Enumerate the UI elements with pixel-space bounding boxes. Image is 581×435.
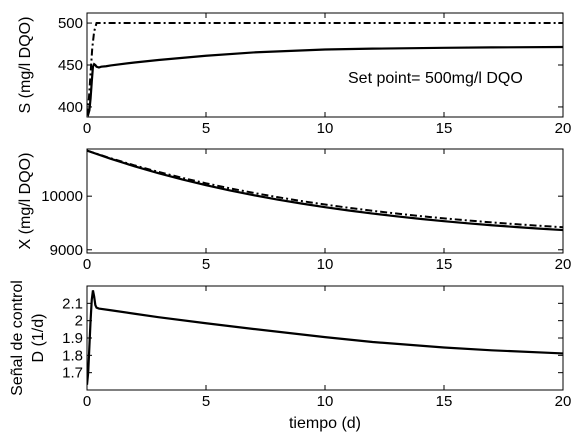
panel-d-ylabel: Señal de control: [9, 280, 26, 396]
panel-x-series-dashdot: [87, 149, 563, 229]
panel-d-xtick-label: 0: [83, 393, 91, 410]
panel-s-series-solid: [87, 45, 563, 117]
panel-d-ytick-label: 1.7: [62, 365, 83, 382]
panel-x-xtick-label: 5: [202, 256, 210, 273]
panel-d-ytick-label: 1.8: [62, 347, 83, 364]
panel-d-ytick-label: 1.9: [62, 330, 83, 347]
panel-x-ytick-label: 10000: [41, 188, 83, 205]
panel-d-xtick-label: 10: [317, 393, 334, 410]
panel-d: 0 5 10 15 20 1.71.81.922.1 Señal de control D…: [9, 280, 571, 432]
panel-s-ylabel: S (mg/l DQO): [17, 17, 34, 114]
panel-d-ylabel-units: D (1/d): [30, 314, 47, 363]
panel-s-xtick-label: 5: [202, 120, 210, 137]
panel-x-marks: 0 5 10 15 20 9000 10000: [41, 149, 571, 273]
panel-x-series-solid: [87, 149, 563, 232]
panel-s-ytick-label: 400: [58, 99, 83, 116]
panel-s: 0 5 10 15 20 400 450 500 S (mg/l DQO) Set point…: [17, 12, 571, 137]
panel-x-xtick-label: 20: [555, 256, 572, 273]
panel-x-ytick-label: 9000: [50, 242, 83, 259]
panel-d-xtick-label: 15: [436, 393, 453, 410]
panel-d-xtick-label: 20: [555, 393, 572, 410]
panel-x: 0 5 10 15 20 9000 10000 X (mg/l DQO): [17, 148, 571, 273]
panel-s-xtick-label: 20: [555, 120, 572, 137]
panel-d-marks: 0 5 10 15 20 1.71.81.922.1: [62, 286, 571, 410]
panel-d-xlabel: tiempo (d): [289, 415, 361, 432]
panel-x-frame: [86, 148, 564, 254]
panel-d-ytick-label: 2.1: [62, 295, 83, 312]
panel-s-ytick-label: 500: [58, 15, 83, 32]
panel-s-xtick-label: 0: [83, 120, 91, 137]
panel-d-frame: [86, 285, 564, 391]
panel-d-ytick-label: 2: [75, 313, 83, 330]
panel-x-ylabel: X (mg/l DQO): [17, 153, 34, 250]
panel-s-frame: [86, 12, 564, 118]
panel-s-xtick-label: 15: [436, 120, 453, 137]
panel-s-xtick-label: 10: [317, 120, 334, 137]
panel-x-xtick-label: 15: [436, 256, 453, 273]
setpoint-annotation: Set point= 500mg/l DQO: [348, 70, 523, 87]
panel-d-series-solid: [87, 290, 563, 385]
panel-d-xtick-label: 5: [202, 393, 210, 410]
panel-x-xtick-label: 10: [317, 256, 334, 273]
panel-s-ytick-label: 450: [58, 57, 83, 74]
panel-s-series-dashdot: [87, 22, 563, 116]
panel-x-xtick-label: 0: [83, 256, 91, 273]
panel-s-marks: 0 5 10 15 20 400 450 500: [58, 13, 571, 137]
